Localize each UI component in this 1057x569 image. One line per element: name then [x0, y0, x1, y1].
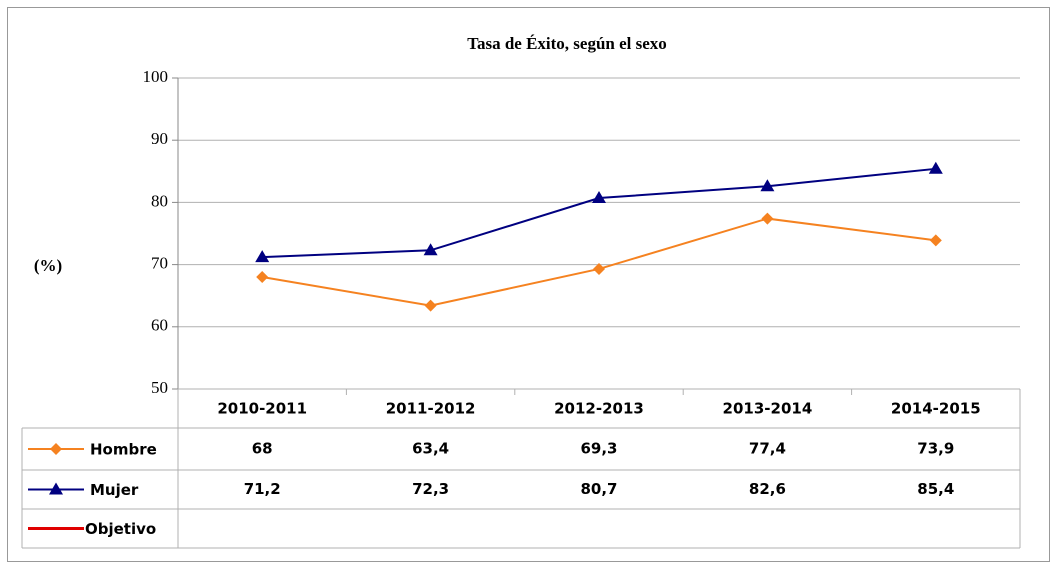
point — [593, 262, 605, 275]
y-tick-label: 70 — [151, 254, 168, 273]
x-tick-label: 2013-2014 — [723, 400, 813, 418]
table-value: 77,4 — [749, 440, 786, 458]
y-tick-label: 80 — [151, 191, 168, 210]
legend-marker — [50, 443, 62, 455]
point — [761, 212, 774, 225]
table-value: 68 — [252, 440, 273, 458]
chart-title: Tasa de Éxito, según el sexo — [467, 34, 667, 53]
table-value: 73,9 — [917, 440, 954, 458]
point — [929, 234, 942, 247]
table-value: 82,6 — [749, 480, 786, 498]
table-value: 63,4 — [412, 440, 449, 458]
y-tick-label: 100 — [143, 67, 169, 86]
table-value: 72,3 — [412, 480, 449, 498]
table-value: 71,2 — [244, 480, 281, 498]
y-tick-label: 50 — [151, 378, 168, 397]
table-value: 69,3 — [580, 440, 617, 458]
point — [424, 299, 437, 312]
point — [760, 179, 775, 192]
point — [255, 250, 270, 263]
y-tick-label: 90 — [151, 129, 168, 148]
x-tick-label: 2011-2012 — [386, 400, 476, 418]
legend-marker — [49, 482, 63, 495]
legend-label: Objetivo — [85, 520, 156, 538]
point — [256, 271, 269, 284]
table-value: 85,4 — [917, 480, 954, 498]
x-tick-label: 2010-2011 — [217, 400, 307, 418]
x-tick-label: 2014-2015 — [891, 400, 981, 418]
point — [592, 191, 606, 204]
point — [928, 161, 943, 174]
point — [423, 243, 438, 256]
x-tick-label: 2012-2013 — [554, 400, 644, 418]
y-tick-label: 60 — [151, 316, 168, 335]
table-value: 80,7 — [580, 480, 617, 498]
y-axis-label: (%) — [34, 256, 62, 275]
legend-label: Mujer — [90, 481, 139, 499]
legend-label: Hombre — [90, 441, 157, 459]
